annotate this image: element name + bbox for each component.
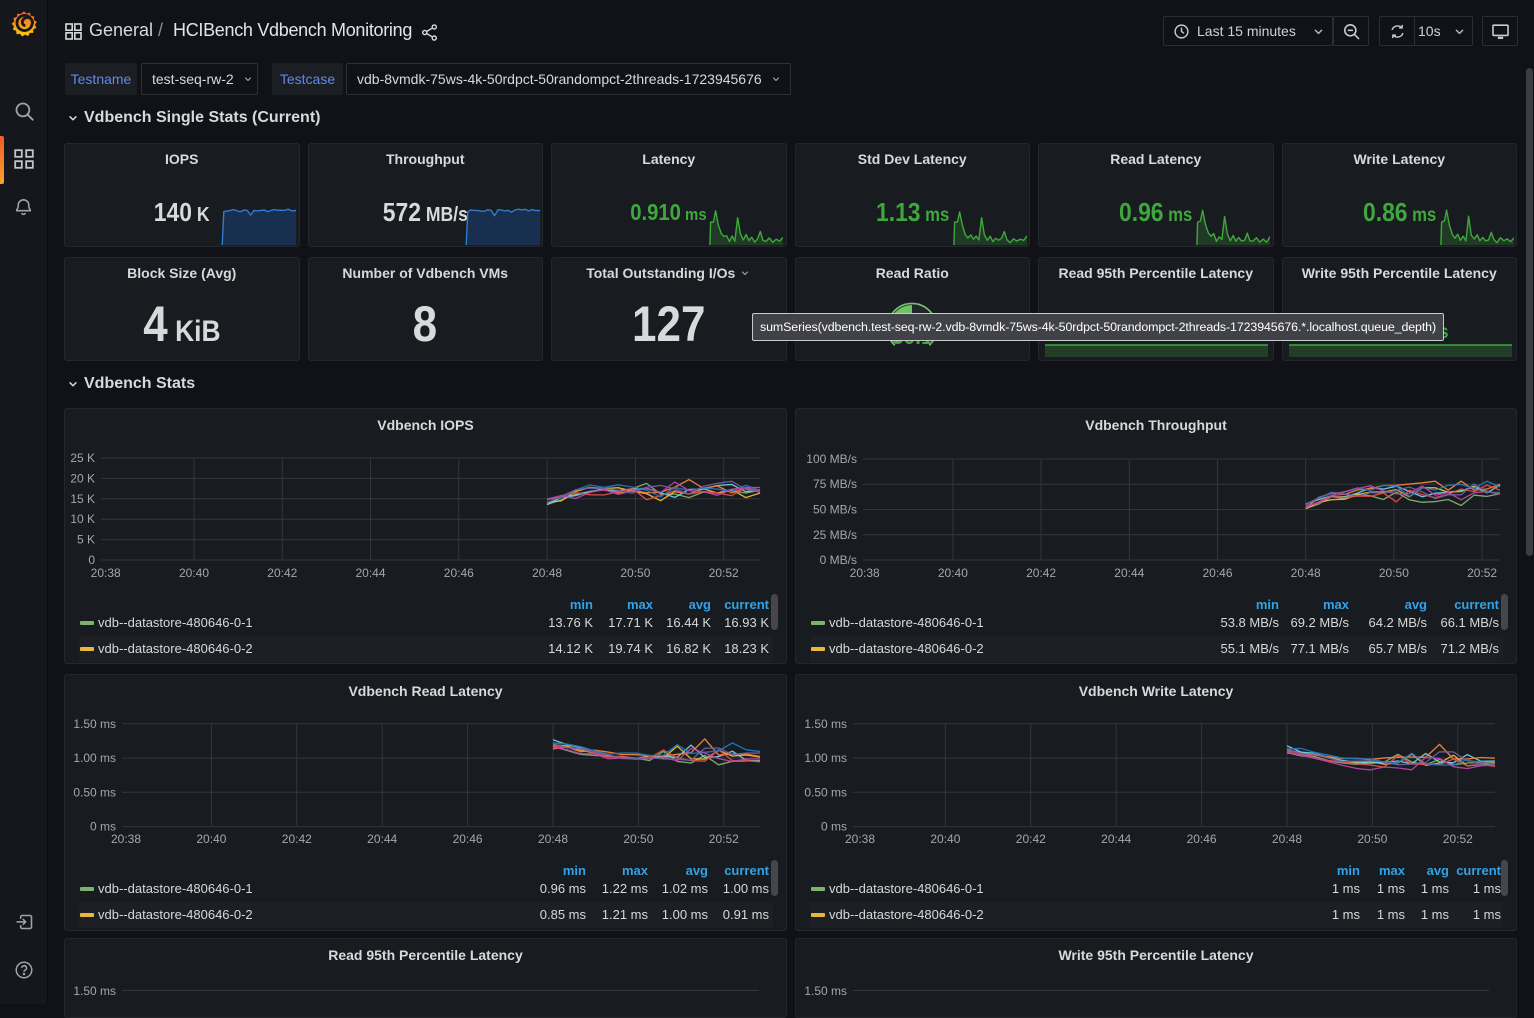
svg-text:50 MB/s: 50 MB/s xyxy=(813,503,857,517)
svg-text:20:46: 20:46 xyxy=(1202,566,1232,580)
svg-text:0: 0 xyxy=(88,553,95,567)
svg-text:10 K: 10 K xyxy=(70,512,95,526)
svg-text:20:46: 20:46 xyxy=(453,832,483,846)
svg-text:20:38: 20:38 xyxy=(845,832,875,846)
svg-text:20:38: 20:38 xyxy=(850,566,880,580)
svg-text:0.50 ms: 0.50 ms xyxy=(804,785,847,799)
svg-text:20:50: 20:50 xyxy=(620,566,650,580)
svg-text:20:40: 20:40 xyxy=(179,566,209,580)
svg-text:1.00 ms: 1.00 ms xyxy=(73,751,116,765)
svg-text:20:40: 20:40 xyxy=(938,566,968,580)
svg-text:20:42: 20:42 xyxy=(282,832,312,846)
svg-text:15 K: 15 K xyxy=(70,492,95,506)
svg-text:75 MB/s: 75 MB/s xyxy=(813,477,857,491)
svg-text:20:46: 20:46 xyxy=(444,566,474,580)
svg-text:20:40: 20:40 xyxy=(930,832,960,846)
svg-text:20:48: 20:48 xyxy=(532,566,562,580)
svg-text:20:42: 20:42 xyxy=(1016,832,1046,846)
svg-text:20:42: 20:42 xyxy=(267,566,297,580)
svg-text:20:48: 20:48 xyxy=(1272,832,1302,846)
svg-text:20:44: 20:44 xyxy=(1114,566,1144,580)
svg-text:1.00 ms: 1.00 ms xyxy=(804,751,847,765)
svg-text:5 K: 5 K xyxy=(77,533,95,547)
svg-text:1.50 ms: 1.50 ms xyxy=(804,717,847,731)
svg-text:20:50: 20:50 xyxy=(623,832,653,846)
svg-text:20 K: 20 K xyxy=(70,471,95,485)
svg-text:20:46: 20:46 xyxy=(1187,832,1217,846)
svg-text:0 MB/s: 0 MB/s xyxy=(820,553,857,567)
svg-text:20:38: 20:38 xyxy=(91,566,121,580)
svg-text:20:48: 20:48 xyxy=(538,832,568,846)
svg-text:0.50 ms: 0.50 ms xyxy=(73,785,116,799)
svg-text:20:50: 20:50 xyxy=(1357,832,1387,846)
svg-text:25 MB/s: 25 MB/s xyxy=(813,528,857,542)
svg-text:100 MB/s: 100 MB/s xyxy=(806,452,857,466)
svg-text:20:52: 20:52 xyxy=(1443,832,1473,846)
svg-text:20:52: 20:52 xyxy=(709,566,739,580)
svg-text:20:48: 20:48 xyxy=(1291,566,1321,580)
svg-text:20:40: 20:40 xyxy=(196,832,226,846)
svg-text:20:44: 20:44 xyxy=(367,832,397,846)
svg-text:20:42: 20:42 xyxy=(1026,566,1056,580)
svg-text:0 ms: 0 ms xyxy=(90,820,116,834)
svg-text:20:50: 20:50 xyxy=(1379,566,1409,580)
svg-text:25 K: 25 K xyxy=(70,451,95,465)
svg-text:1.50 ms: 1.50 ms xyxy=(73,717,116,731)
svg-text:20:44: 20:44 xyxy=(355,566,385,580)
svg-text:20:38: 20:38 xyxy=(111,832,141,846)
svg-text:20:52: 20:52 xyxy=(1467,566,1497,580)
svg-text:20:52: 20:52 xyxy=(709,832,739,846)
svg-text:20:44: 20:44 xyxy=(1101,832,1131,846)
svg-text:0 ms: 0 ms xyxy=(821,820,847,834)
